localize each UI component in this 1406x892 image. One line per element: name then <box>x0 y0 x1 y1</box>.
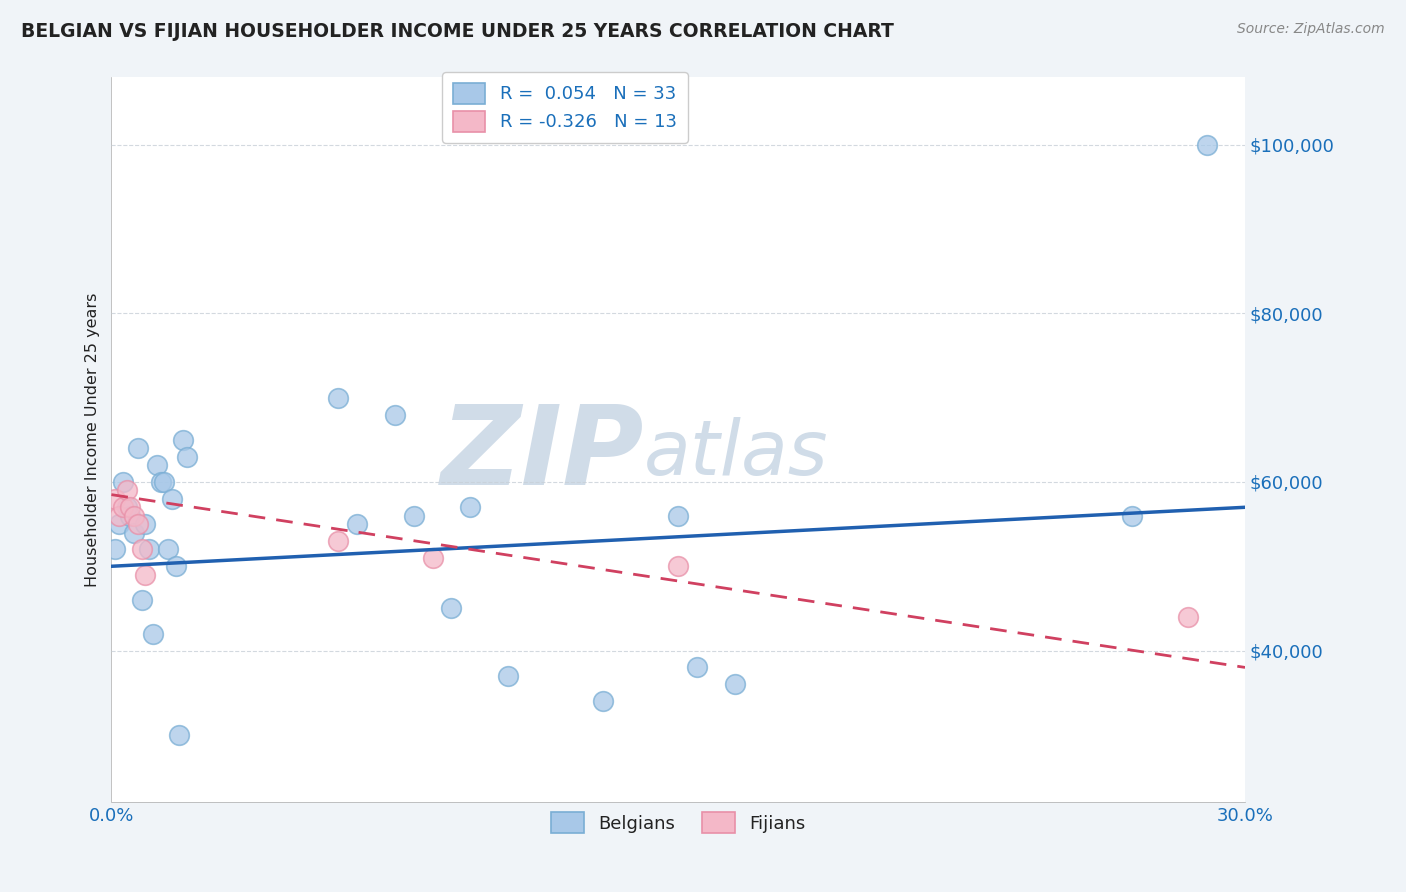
Point <box>104 491 127 506</box>
Point <box>153 475 176 489</box>
Point <box>120 500 142 515</box>
Point <box>131 542 153 557</box>
Point <box>326 391 349 405</box>
Point <box>1121 508 1143 523</box>
Point <box>104 542 127 557</box>
Point <box>131 593 153 607</box>
Point <box>440 601 463 615</box>
Point <box>165 559 187 574</box>
Point <box>666 508 689 523</box>
Text: Source: ZipAtlas.com: Source: ZipAtlas.com <box>1237 22 1385 37</box>
Point <box>115 483 138 498</box>
Point <box>169 728 191 742</box>
Point <box>1197 137 1219 152</box>
Legend: Belgians, Fijians: Belgians, Fijians <box>540 801 815 844</box>
Point <box>172 433 194 447</box>
Point <box>134 567 156 582</box>
Point <box>127 517 149 532</box>
Point <box>160 491 183 506</box>
Point <box>127 442 149 456</box>
Point <box>134 517 156 532</box>
Point <box>666 559 689 574</box>
Point <box>460 500 482 515</box>
Point <box>145 458 167 472</box>
Point <box>108 517 131 532</box>
Point <box>157 542 180 557</box>
Point <box>346 517 368 532</box>
Point <box>402 508 425 523</box>
Point <box>686 660 709 674</box>
Point <box>724 677 747 691</box>
Text: atlas: atlas <box>644 417 828 491</box>
Y-axis label: Householder Income Under 25 years: Householder Income Under 25 years <box>86 293 100 587</box>
Point <box>120 508 142 523</box>
Point <box>326 533 349 548</box>
Point <box>176 450 198 464</box>
Point <box>422 550 444 565</box>
Text: ZIP: ZIP <box>440 401 644 508</box>
Point <box>142 626 165 640</box>
Point <box>592 694 614 708</box>
Point <box>138 542 160 557</box>
Point <box>122 508 145 523</box>
Point <box>149 475 172 489</box>
Point <box>115 500 138 515</box>
Point <box>111 475 134 489</box>
Point <box>496 669 519 683</box>
Point <box>1177 610 1199 624</box>
Text: BELGIAN VS FIJIAN HOUSEHOLDER INCOME UNDER 25 YEARS CORRELATION CHART: BELGIAN VS FIJIAN HOUSEHOLDER INCOME UND… <box>21 22 894 41</box>
Point <box>122 525 145 540</box>
Point <box>111 500 134 515</box>
Point <box>108 508 131 523</box>
Point <box>384 408 406 422</box>
